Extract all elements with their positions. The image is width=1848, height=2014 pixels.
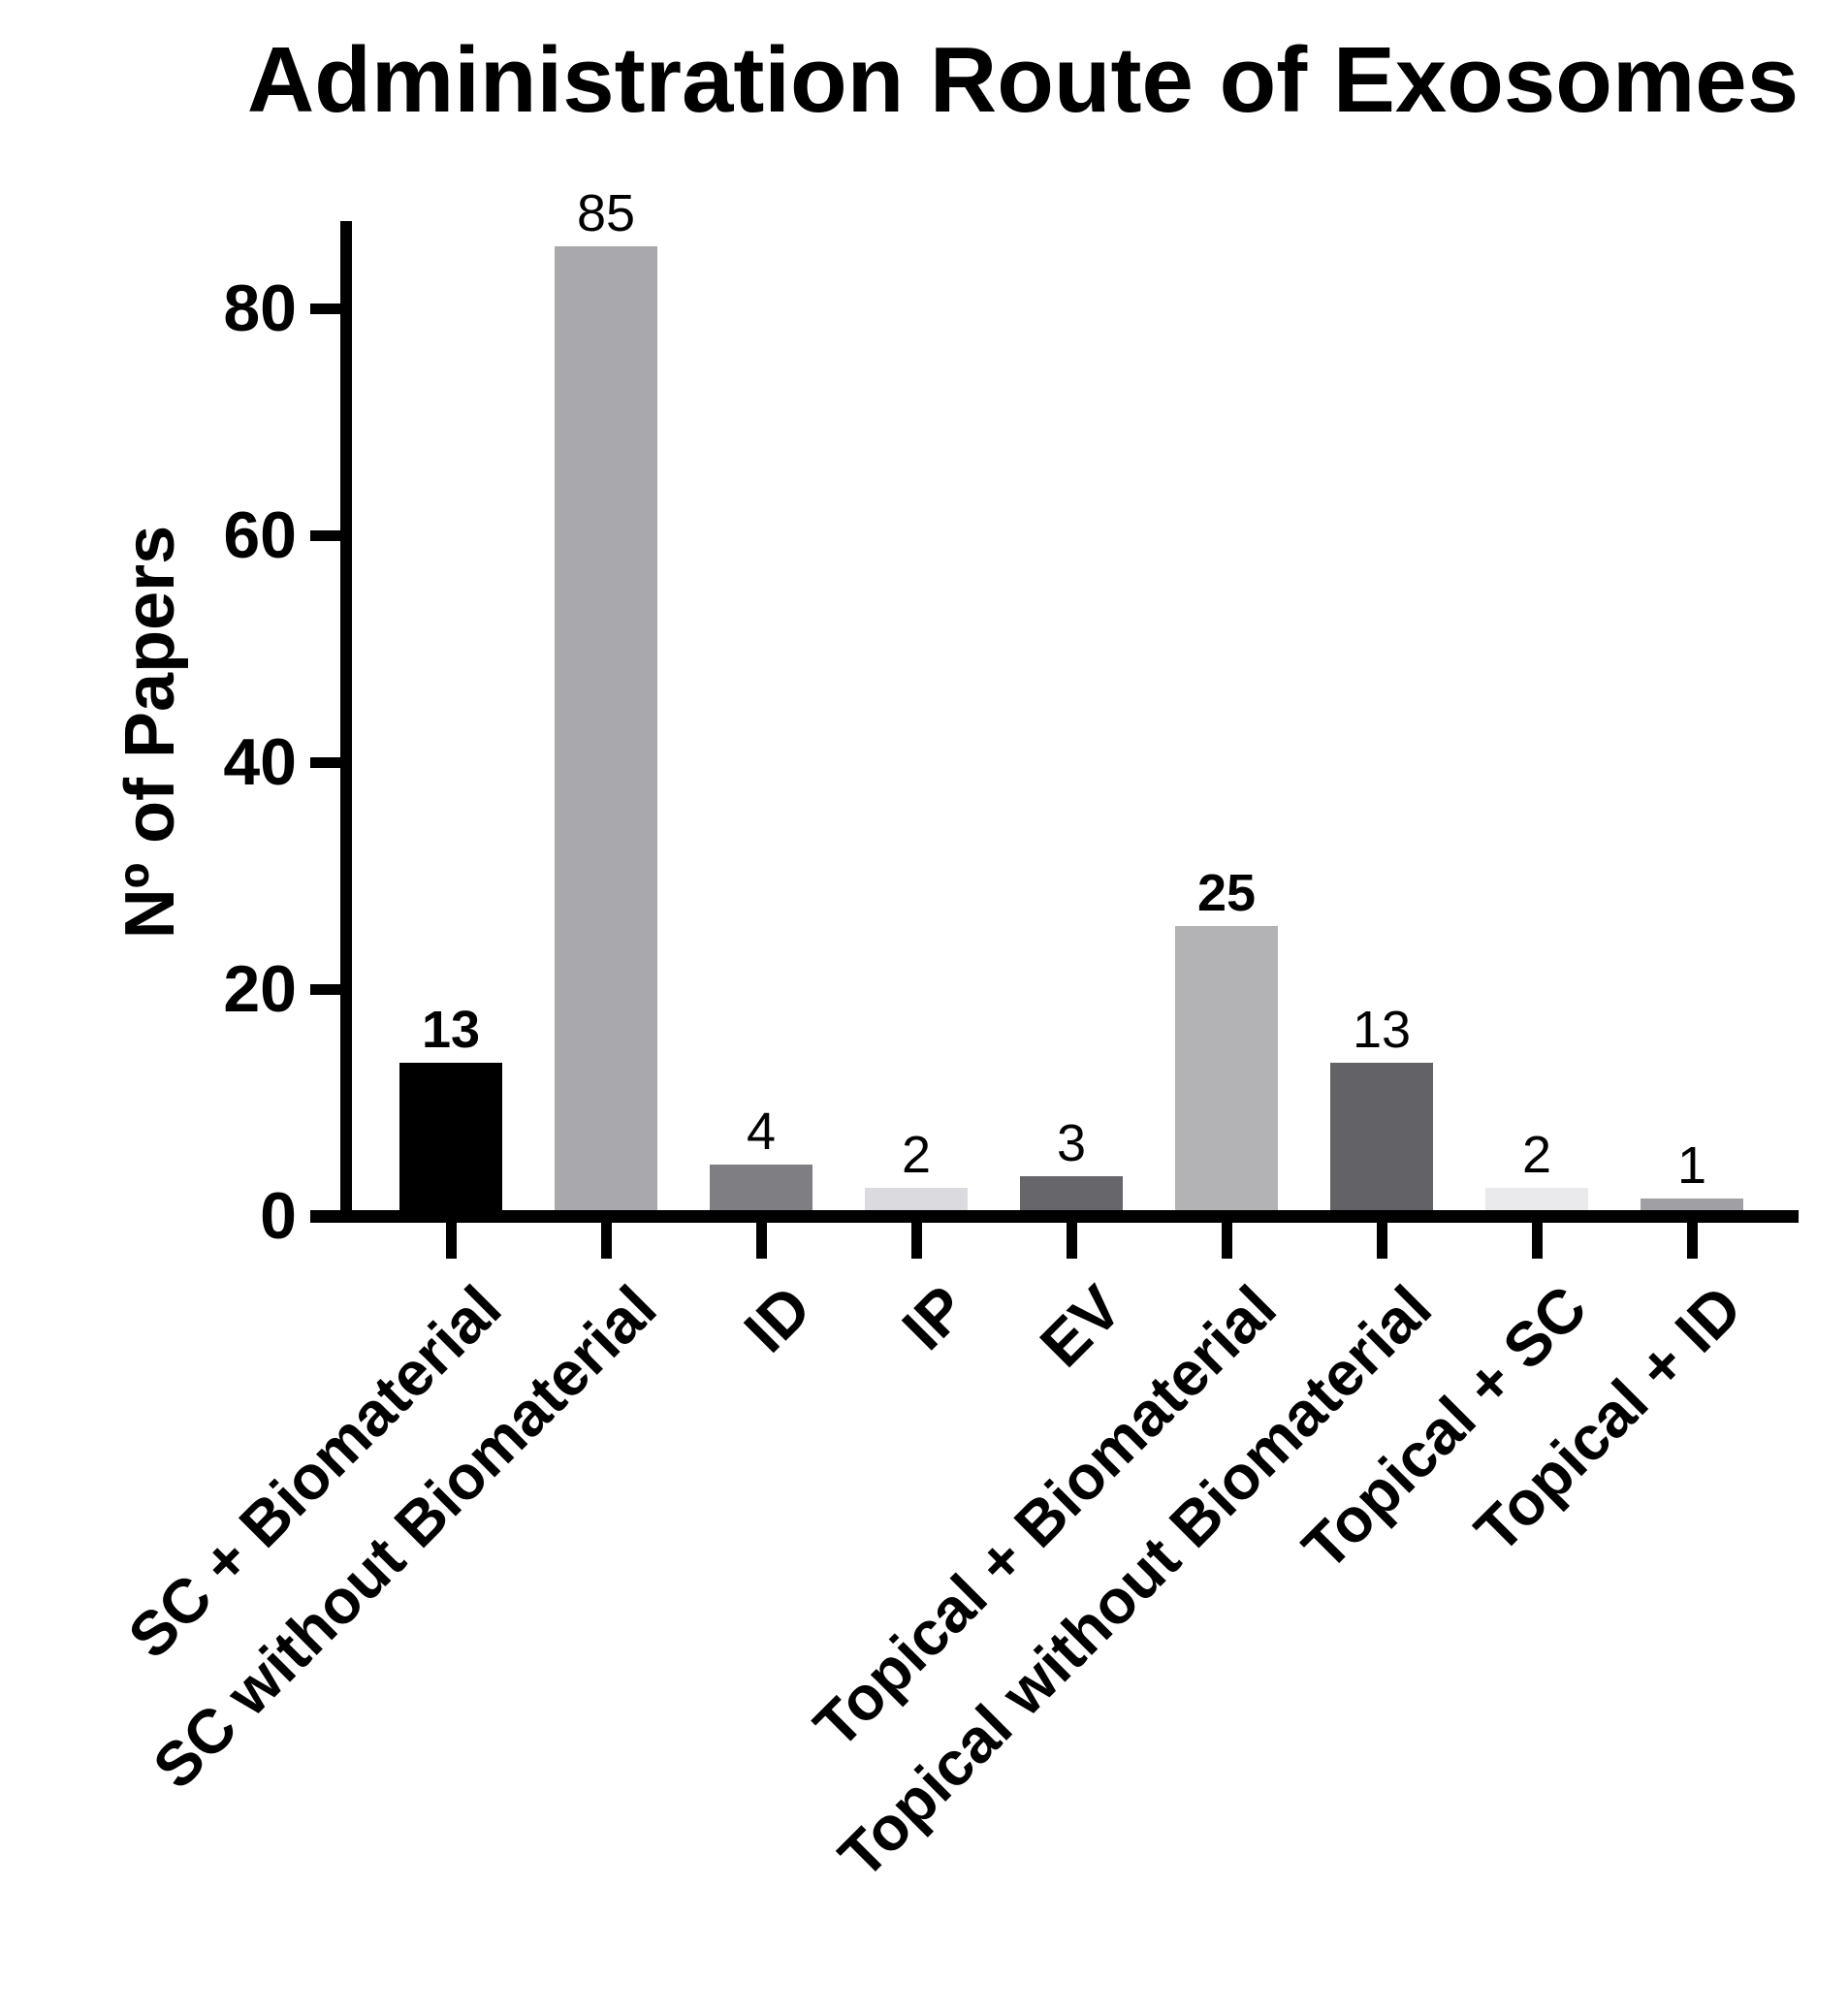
y-tick-label: 20	[223, 952, 297, 1026]
x-axis-tick	[1687, 1223, 1698, 1259]
bar-value-label: 4	[746, 1103, 777, 1161]
x-tick-label: ID	[730, 1272, 824, 1366]
y-axis-tick	[310, 757, 346, 768]
bar	[399, 1063, 502, 1210]
bar-value-label: 85	[576, 184, 636, 242]
bar	[1330, 1063, 1433, 1210]
x-tick-label: IP	[888, 1272, 979, 1363]
bar	[1175, 926, 1278, 1210]
y-tick-label: 40	[223, 725, 297, 799]
chart-title: Administration Route of Exosomes	[246, 28, 1800, 132]
x-axis-tick	[1532, 1223, 1543, 1259]
bar	[555, 246, 657, 1210]
x-axis-line	[310, 1210, 1799, 1223]
bar-value-label: 13	[1352, 1001, 1412, 1059]
bar	[1641, 1199, 1743, 1210]
bar-value-label: 13	[421, 1001, 481, 1059]
x-axis-tick	[1222, 1223, 1232, 1259]
x-axis-tick	[601, 1223, 612, 1259]
bar-value-label: 3	[1056, 1114, 1087, 1172]
x-tick-label: EV	[1026, 1272, 1134, 1381]
bar	[710, 1165, 812, 1210]
x-axis-tick	[446, 1223, 457, 1259]
bar	[1020, 1176, 1123, 1210]
y-tick-label: 0	[260, 1179, 297, 1253]
bar-value-label: 2	[901, 1126, 932, 1184]
y-axis-line	[340, 221, 352, 1223]
bar-value-label: 25	[1196, 864, 1257, 922]
bar	[865, 1188, 968, 1210]
bar-value-label: 1	[1676, 1136, 1707, 1195]
y-tick-label: 80	[223, 272, 297, 345]
y-axis-tick	[310, 304, 346, 314]
y-tick-label: 60	[223, 498, 297, 572]
y-axis-tick	[310, 530, 346, 541]
y-axis-tick	[310, 984, 346, 995]
bar	[1485, 1188, 1588, 1210]
x-axis-tick	[911, 1223, 922, 1259]
x-tick-label: Topical without Biomaterial	[825, 1272, 1445, 1892]
bar-value-label: 2	[1521, 1126, 1552, 1184]
x-axis-tick	[1377, 1223, 1387, 1259]
x-axis-tick	[756, 1223, 767, 1259]
x-axis-tick	[1067, 1223, 1077, 1259]
